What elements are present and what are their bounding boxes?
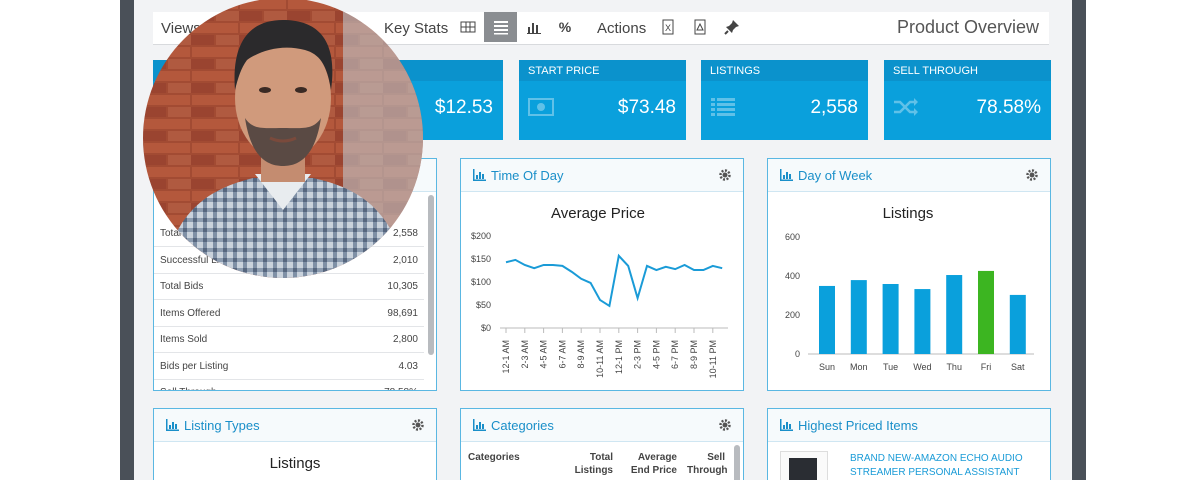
column-header[interactable]: Categories [468, 452, 520, 463]
profile-photo [143, 0, 423, 278]
row-value: 2,558 [392, 228, 418, 239]
chart-view-button[interactable] [526, 19, 542, 35]
row-label: Total Bids [160, 281, 204, 292]
settings-button[interactable] [1026, 169, 1038, 181]
row-label: Items Offered [160, 307, 221, 319]
time-of-day-panel: Time Of Day [460, 158, 744, 391]
scrollbar[interactable] [734, 445, 740, 480]
export-excel-button[interactable]: X [660, 19, 676, 35]
device-frame [1072, 0, 1086, 480]
column-header[interactable]: Total Listings [574, 452, 613, 476]
row-label: Sell Through [160, 387, 217, 390]
settings-button[interactable] [412, 419, 424, 431]
row-label: Bids per Listing [160, 360, 229, 372]
table-row: Items Offered 98,691 [154, 300, 424, 327]
panel-title: Day of Week [798, 168, 873, 183]
table-row: Items Sold 2,800 [154, 326, 424, 353]
svg-text:X: X [665, 23, 671, 33]
item-thumbnail[interactable] [780, 451, 828, 480]
device-frame [120, 0, 134, 480]
table-row: Sell Through 78.58% [154, 379, 424, 390]
stat-title: LISTINGS [701, 60, 868, 81]
stat-value: 78.58% [976, 97, 1041, 118]
export-pdf-button[interactable] [692, 19, 708, 35]
stat-value: $73.48 [617, 97, 676, 118]
listing-types-panel: Listing Types Listings [153, 408, 437, 480]
panel-title: Listing Types [184, 418, 260, 433]
highest-priced-panel: Highest Priced Items BRAND NEW-AMAZON EC… [767, 408, 1051, 480]
chart-title: Listings [269, 455, 321, 472]
column-header[interactable]: Sell Through [687, 452, 728, 476]
panel-title: Time Of Day [491, 168, 564, 183]
stat-value: 2,558 [810, 97, 858, 118]
table-row: Bids per Listing 4.03 [154, 353, 424, 380]
actions-label: Actions [597, 20, 647, 37]
table-row: Total Bids 10,305 [154, 273, 424, 300]
page-title: Product Overview [896, 17, 1039, 37]
stat-title: SELL THROUGH [884, 60, 1051, 81]
panel-title: Highest Priced Items [798, 418, 918, 433]
column-header[interactable]: Average End Price [630, 452, 677, 476]
panel-title: Categories [491, 418, 554, 433]
row-label: Items Sold [160, 334, 208, 345]
list-view-button[interactable] [484, 12, 517, 42]
percent-view-button[interactable]: % [557, 19, 573, 35]
row-value: 2,800 [392, 334, 418, 345]
stat-card: SELL THROUGH 78.58% [884, 60, 1051, 140]
stat-card: START PRICE $73.48 [519, 60, 686, 140]
svg-text:%: % [559, 19, 572, 35]
row-value: 2,010 [392, 254, 418, 266]
settings-button[interactable] [719, 419, 731, 431]
row-value: 78.58% [384, 387, 418, 390]
row-value: 10,305 [387, 281, 418, 292]
row-value: 4.03 [398, 360, 418, 372]
pin-button[interactable] [724, 19, 740, 35]
table-view-button[interactable] [460, 19, 476, 35]
item-link[interactable]: BRAND NEW-AMAZON ECHO AUDIO STREAMER PER… [850, 453, 1023, 478]
key-stats-label: Key Stats [384, 20, 449, 37]
day-of-week-panel: Day of Week [767, 158, 1051, 391]
scrollbar[interactable] [428, 195, 434, 355]
stat-card: LISTINGS 2,558 [701, 60, 868, 140]
categories-panel: Categories Categories Total Listings Ave… [460, 408, 744, 480]
stat-value: $12.53 [434, 97, 493, 118]
stat-title: START PRICE [519, 60, 686, 81]
row-value: 98,691 [387, 307, 418, 319]
row-label: Successful Listings [160, 254, 246, 266]
settings-button[interactable] [719, 169, 731, 181]
